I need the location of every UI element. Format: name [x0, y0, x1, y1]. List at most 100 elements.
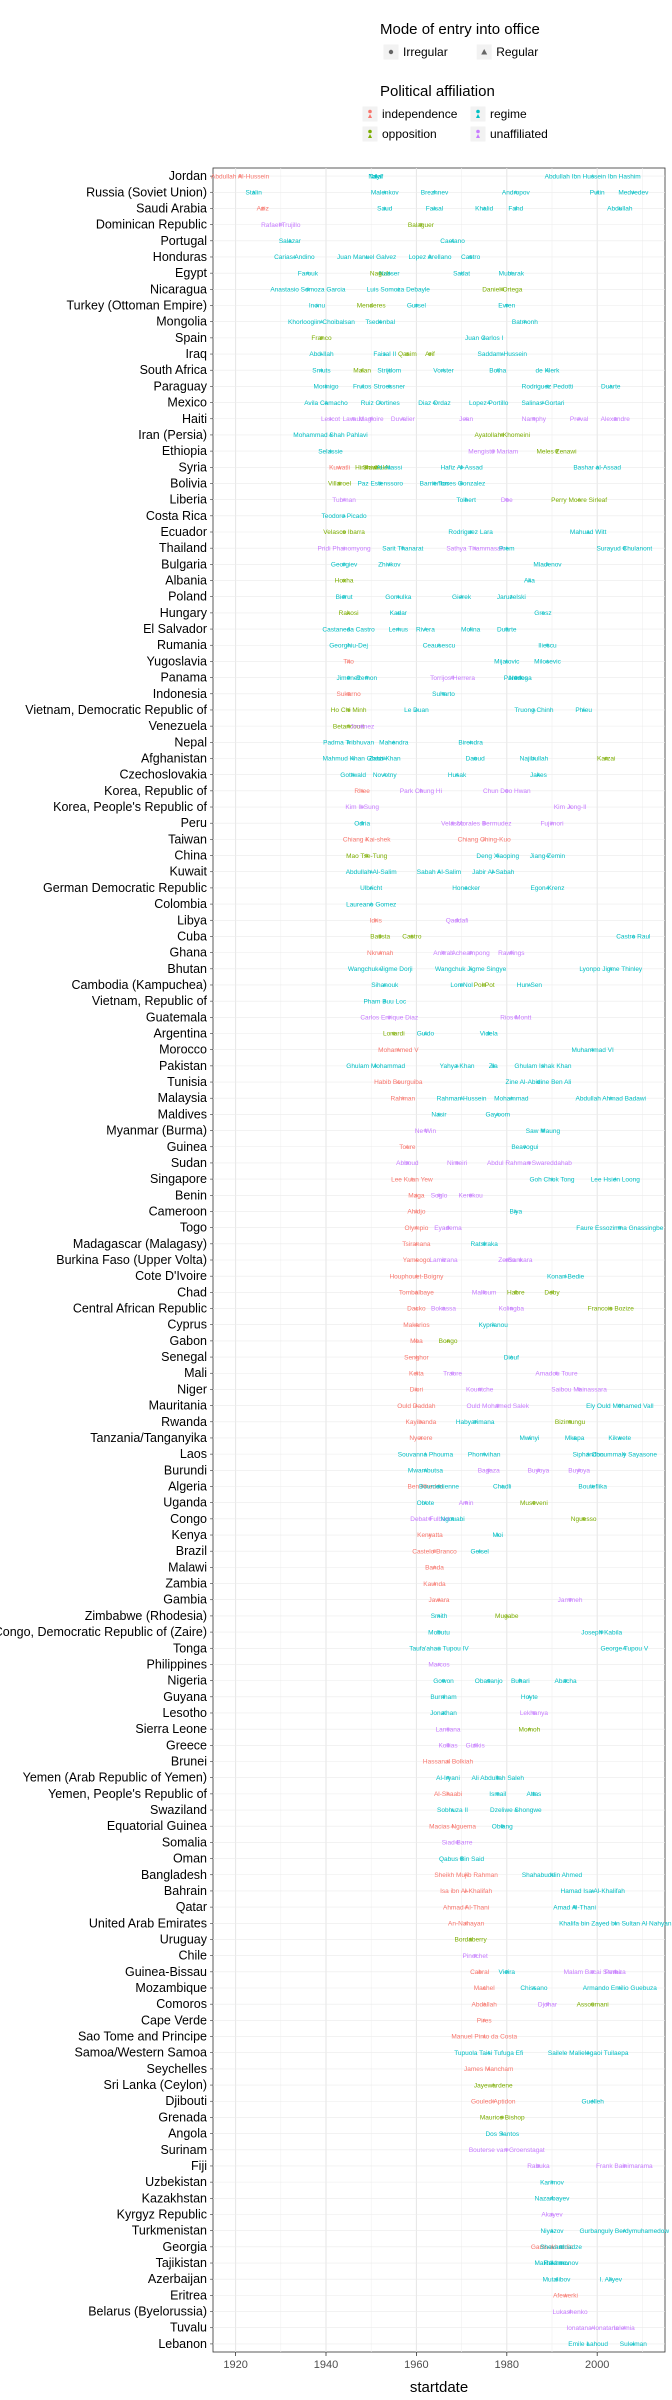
- point-label: Milosevic: [534, 659, 561, 666]
- y-tick-label: Yemen (Arab Republic of Yemen): [23, 1771, 207, 1785]
- point-label: Makhkamov: [534, 2260, 570, 2267]
- y-tick-label: Mauritania: [149, 1399, 207, 1413]
- point-irregular: [514, 1015, 518, 1020]
- point-label: Yahya Khan: [440, 1063, 475, 1070]
- point-regular: [590, 2099, 595, 2103]
- point-regular: [590, 173, 595, 178]
- point-label: Gomulka: [385, 594, 411, 601]
- point-regular: [441, 1694, 446, 1699]
- point-regular: [351, 772, 356, 777]
- point-irregular: [346, 724, 351, 728]
- point-irregular: [477, 1387, 482, 1392]
- point-regular: [577, 497, 582, 502]
- y-tick-label: Cuba: [177, 929, 207, 943]
- point-regular: [446, 1791, 451, 1796]
- y-tick-label: Argentina: [153, 1027, 207, 1041]
- point-label: Lavaud: [342, 416, 364, 423]
- point-regular: [446, 1759, 451, 1763]
- point-label: Zia: [489, 1063, 498, 1070]
- point-label: Macias Nguema: [429, 1823, 476, 1830]
- point-regular: [437, 1613, 441, 1618]
- point-label: Bizimungu: [555, 1419, 586, 1426]
- point-regular: [423, 1031, 428, 1035]
- point-irregular: [455, 918, 459, 923]
- point-irregular: [536, 1080, 541, 1084]
- point-regular: [482, 2001, 487, 2006]
- point-label: Tubman: [332, 497, 356, 504]
- point-regular: [423, 1451, 428, 1456]
- point-label: Molina: [461, 626, 481, 633]
- point-label: Caetano: [440, 238, 465, 245]
- point-label: Museveni: [520, 1500, 548, 1507]
- point-irregular: [622, 546, 627, 550]
- point-irregular: [351, 416, 355, 421]
- point-irregular: [468, 950, 473, 955]
- x-tick-label: 1940: [314, 2359, 338, 2371]
- point-regular: [414, 1322, 419, 1327]
- point-irregular: [346, 691, 351, 696]
- point-regular: [382, 206, 387, 210]
- point-regular: [545, 885, 550, 890]
- point-label: Sihanouk: [371, 982, 399, 989]
- point-irregular: [500, 2115, 505, 2120]
- y-tick-label: Korea, People's Republic of: [53, 800, 207, 814]
- y-tick-label: Azerbaijan: [148, 2272, 207, 2286]
- point-label: Bordaberry: [455, 1937, 488, 1944]
- point-regular: [396, 1079, 401, 1084]
- point-label: Malloum: [472, 1290, 497, 1297]
- point-regular: [464, 1921, 469, 1925]
- point-irregular: [437, 1630, 441, 1634]
- y-tick-label: Rumania: [157, 638, 207, 652]
- point-regular: [491, 2099, 496, 2103]
- point-label: Grosz: [534, 610, 551, 617]
- point-label: Chadli: [493, 1484, 511, 1491]
- point-regular: [369, 869, 374, 874]
- y-tick-label: Myanmar (Burma): [106, 1124, 207, 1138]
- point-regular: [342, 545, 347, 550]
- point-label: Rahman: [391, 1095, 416, 1102]
- point-label: Jayewardene: [474, 2082, 513, 2089]
- y-tick-label: Lesotho: [163, 1706, 208, 1720]
- point-irregular: [364, 853, 369, 858]
- point-label: Kolingba: [499, 1306, 525, 1313]
- point-label: Rakhmonov: [544, 2260, 579, 2267]
- point-label: Lopez Arellano: [408, 254, 451, 261]
- x-axis: 1920 1940 1960 1980 2000: [223, 2352, 609, 2371]
- point-irregular: [495, 1403, 500, 1408]
- point-label: Al-Atassi: [376, 464, 402, 471]
- point-regular: [305, 270, 310, 275]
- point-regular: [292, 254, 297, 259]
- point-label: Rios Montt: [500, 1015, 531, 1022]
- y-tick-label: South Africa: [140, 363, 207, 377]
- point-label: Amad Al-Thani: [553, 1904, 596, 1911]
- point-regular: [509, 594, 514, 599]
- point-regular: [464, 497, 469, 502]
- point-irregular: [468, 1937, 473, 1942]
- point-regular: [423, 626, 428, 631]
- point-label: Torrijos Herrera: [430, 675, 475, 682]
- point-irregular: [238, 174, 242, 178]
- point-regular: [364, 837, 369, 841]
- point-irregular: [459, 983, 464, 987]
- point-regular: [414, 1371, 419, 1375]
- point-label: Mwinyi: [519, 1435, 539, 1442]
- point-regular: [590, 1484, 595, 1488]
- y-tick-label: Equatorial Guinea: [107, 1819, 207, 1833]
- y-tick-label: Chile: [179, 1949, 208, 1963]
- y-tick-label: Morocco: [159, 1043, 207, 1057]
- point-label: Le Duan: [404, 707, 429, 714]
- point-label: Selassie: [318, 448, 343, 455]
- point-regular: [531, 1985, 536, 1990]
- point-regular: [464, 416, 469, 421]
- point-regular: [590, 1888, 595, 1893]
- point-irregular: [495, 1775, 500, 1780]
- point-regular: [586, 2050, 591, 2055]
- point-label: Lemus: [389, 626, 409, 633]
- point-irregular: [500, 433, 505, 437]
- point-label: James Mancham: [464, 2066, 514, 2073]
- point-irregular: [441, 1306, 446, 1311]
- point-regular: [432, 206, 437, 210]
- point-label: Ely Ould Mohamed Vall: [586, 1403, 654, 1410]
- point-regular: [586, 1451, 591, 1456]
